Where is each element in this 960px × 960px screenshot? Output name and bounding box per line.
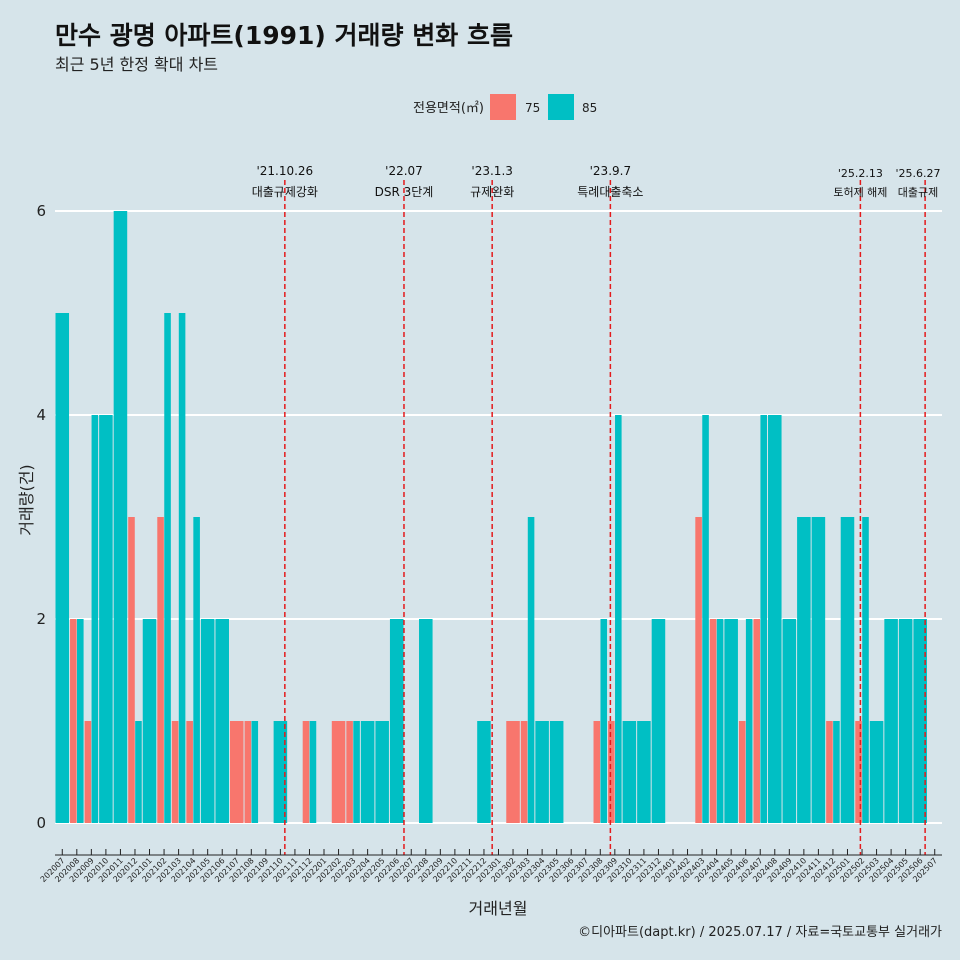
event-desc-label-0: 대출규제강화: [252, 185, 318, 199]
bar-85-202504: [884, 619, 898, 823]
bar-85-202105: [200, 619, 215, 823]
bar-85-202405: [724, 619, 738, 823]
bar-75-202104: [186, 721, 193, 823]
bar-85-202412: [833, 721, 840, 823]
event-desc-label-1: DSR 3단계: [375, 185, 434, 199]
bar-85-202408: [768, 415, 782, 823]
bar-85-202104: [193, 517, 200, 823]
bar-85-202012: [135, 721, 142, 823]
bar-85-202505: [898, 619, 913, 823]
bar-85-202205: [375, 721, 389, 823]
legend-title: 전용면적(㎡): [413, 101, 484, 116]
bar-75-202412: [826, 721, 833, 823]
event-date-label-3: '23.9.7: [590, 164, 631, 178]
bar-75-202404: [709, 619, 717, 823]
bar-85-202410: [797, 517, 811, 823]
y-tick-label-4: 4: [36, 406, 46, 424]
bar-85-202212: [477, 721, 491, 823]
bar-75-202406: [738, 721, 746, 823]
bar-85-202303: [527, 517, 535, 823]
legend-label-85: 85: [582, 101, 597, 115]
bar-75-202008: [70, 619, 77, 823]
bar-85-202008: [77, 619, 84, 823]
event-desc-label-4: 토허제 해제: [833, 185, 887, 199]
bar-85-202311: [637, 721, 651, 823]
bar-85-202407: [760, 415, 768, 823]
bar-85-202206: [389, 619, 404, 823]
caption: ©디아파트(dapt.kr) / 2025.07.17 / 자료=국토교통부 실…: [578, 925, 942, 940]
bar-75-202108: [244, 721, 252, 823]
bar-85-202103: [178, 313, 186, 823]
bar-85-202312: [651, 619, 666, 823]
x-axis: 2020072020082020092020102020112020122021…: [39, 849, 942, 884]
bar-75-202009: [84, 721, 92, 823]
event-date-label-1: '22.07: [385, 164, 423, 178]
bar-75-202403: [695, 517, 702, 823]
y-tick-label-6: 6: [36, 202, 46, 220]
bar-85-202007: [55, 313, 70, 823]
bar-85-202503: [869, 721, 884, 823]
bar-85-202011: [113, 211, 128, 823]
bar-75-202502: [855, 721, 862, 823]
bar-85-202010: [99, 415, 113, 823]
event-desc-label-2: 규제완화: [470, 185, 514, 199]
bar-85-202305: [549, 721, 564, 823]
bar-85-202112: [309, 721, 317, 823]
bar-85-202409: [782, 619, 797, 823]
bar-85-202309: [615, 415, 622, 823]
event-date-label-2: '23.1.3: [471, 164, 512, 178]
y-tick-label-2: 2: [36, 610, 46, 628]
bar-75-202203: [346, 721, 353, 823]
event-desc-label-5: 대출규제: [898, 186, 938, 199]
bar-75-202308: [593, 721, 601, 823]
bar-85-202308: [600, 619, 608, 823]
bar-85-202502: [862, 517, 869, 823]
legend-swatch-85: [548, 94, 574, 120]
bar-85-202406: [745, 619, 753, 823]
bar-85-202203: [353, 721, 360, 823]
bar-85-202102: [164, 313, 171, 823]
bar-85-202110: [273, 721, 288, 823]
chart-title: 만수 광명 아파트(1991) 거래량 변화 흐름: [55, 21, 513, 50]
bar-75-202103: [171, 721, 179, 823]
bar-85-202108: [251, 721, 259, 823]
legend-swatch-75: [490, 94, 516, 120]
bar-75-202309: [608, 721, 615, 823]
y-tick-label-0: 0: [36, 814, 46, 832]
bar-85-202208: [419, 619, 433, 823]
bar-85-202411: [811, 517, 826, 823]
bar-75-202107: [229, 721, 244, 823]
bar-85-202101: [142, 619, 157, 823]
legend-label-75: 75: [525, 101, 540, 115]
bar-85-202106: [215, 619, 229, 823]
event-date-label-5: '25.6.27: [895, 167, 940, 180]
bar-85-202304: [535, 721, 549, 823]
chart-subtitle: 최근 5년 한정 확대 차트: [55, 55, 218, 74]
bar-85-202009: [91, 415, 99, 823]
event-annotations: '21.10.26 대출규제강화 '22.07 DSR 3단계 '23.1.3 규제완화 '…: [252, 164, 941, 855]
x-axis-title: 거래년월: [469, 899, 528, 918]
bar-85-202204: [360, 721, 375, 823]
bar-85-202506: [913, 619, 927, 823]
bar-75-202303: [520, 721, 528, 823]
event-date-label-0: '21.10.26: [256, 164, 313, 178]
bar-85-202501: [840, 517, 855, 823]
event-desc-label-3: 특례대출축소: [577, 185, 643, 199]
bar-75-202012: [128, 517, 135, 823]
y-axis-title: 거래량(건): [17, 464, 36, 535]
bar-75-202407: [753, 619, 761, 823]
bar-85-202310: [622, 721, 637, 823]
bars: [55, 211, 927, 823]
bar-75-202202: [331, 721, 346, 823]
bar-85-202404: [716, 619, 724, 823]
y-axis: 0 2 4 6: [36, 202, 46, 832]
bar-75-202302: [506, 721, 520, 823]
bar-75-202102: [157, 517, 164, 823]
bar-85-202403: [702, 415, 709, 823]
event-date-label-4: '25.2.13: [838, 167, 883, 180]
legend: 전용면적(㎡) 75 85: [413, 94, 597, 120]
bar-75-202112: [302, 721, 310, 823]
